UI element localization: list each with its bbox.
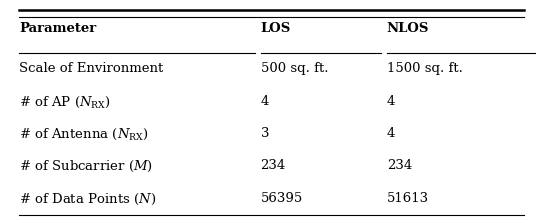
- Text: 56395: 56395: [260, 192, 303, 205]
- Text: 51613: 51613: [387, 192, 429, 205]
- Text: 500 sq. ft.: 500 sq. ft.: [260, 62, 328, 75]
- Text: 4: 4: [387, 95, 395, 108]
- Text: NLOS: NLOS: [387, 22, 429, 35]
- Text: Scale of Environment: Scale of Environment: [19, 62, 163, 75]
- Text: 234: 234: [260, 159, 286, 172]
- Text: 3: 3: [260, 127, 269, 140]
- Text: Parameter: Parameter: [19, 22, 96, 35]
- Text: # of Antenna ($N_{\rm RX}$): # of Antenna ($N_{\rm RX}$): [19, 127, 149, 142]
- Text: # of Subcarrier ($M$): # of Subcarrier ($M$): [19, 159, 153, 174]
- Text: # of Data Points ($N$): # of Data Points ($N$): [19, 192, 156, 207]
- Text: 234: 234: [387, 159, 412, 172]
- Text: LOS: LOS: [260, 22, 291, 35]
- Text: # of AP ($N_{\rm RX}$): # of AP ($N_{\rm RX}$): [19, 95, 111, 110]
- Text: 4: 4: [387, 127, 395, 140]
- Text: 4: 4: [260, 95, 269, 108]
- Text: 1500 sq. ft.: 1500 sq. ft.: [387, 62, 463, 75]
